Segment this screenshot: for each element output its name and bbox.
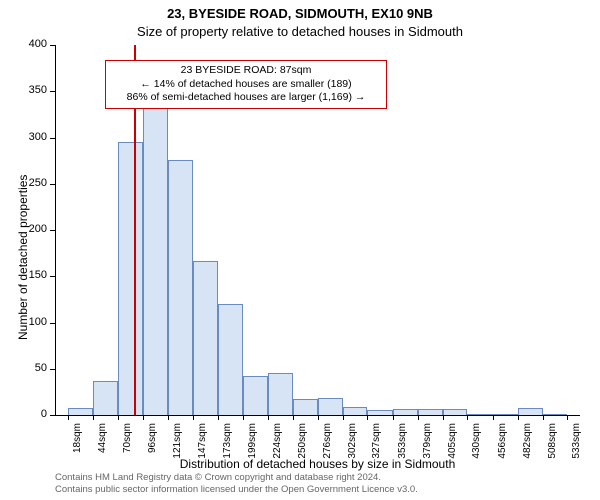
footer-line2: Contains public sector information licen… xyxy=(55,484,418,496)
y-tick-label: 150 xyxy=(17,269,47,281)
y-tick-label: 200 xyxy=(17,223,47,235)
footer-line1: Contains HM Land Registry data © Crown c… xyxy=(55,472,418,484)
histogram-bar xyxy=(268,373,293,415)
histogram-bar xyxy=(168,160,193,415)
annotation-line1: 23 BYESIDE ROAD: 87sqm xyxy=(112,64,380,78)
annotation-line2: ← 14% of detached houses are smaller (18… xyxy=(112,78,380,92)
histogram-plot: 05010015020025030035040018sqm44sqm70sqm9… xyxy=(55,45,580,415)
histogram-bar xyxy=(518,408,543,415)
x-axis-line xyxy=(55,415,580,416)
histogram-bar xyxy=(293,399,318,415)
x-axis-title: Distribution of detached houses by size … xyxy=(55,457,580,471)
y-tick-label: 400 xyxy=(17,38,47,50)
histogram-bar xyxy=(118,142,143,415)
histogram-bar xyxy=(68,408,93,415)
histogram-bar xyxy=(143,96,167,415)
histogram-bar xyxy=(218,304,243,415)
histogram-bar xyxy=(93,381,118,415)
y-tick-label: 0 xyxy=(17,408,47,420)
histogram-bar xyxy=(193,261,218,415)
annotation-line3: 86% of semi-detached houses are larger (… xyxy=(112,91,380,105)
annotation-box: 23 BYESIDE ROAD: 87sqm← 14% of detached … xyxy=(105,60,387,109)
histogram-bar xyxy=(343,407,367,415)
y-tick-label: 50 xyxy=(17,362,47,374)
page-title-desc: Size of property relative to detached ho… xyxy=(0,24,600,39)
histogram-bar xyxy=(243,376,267,415)
y-tick-label: 350 xyxy=(17,84,47,96)
page-title-address: 23, BYESIDE ROAD, SIDMOUTH, EX10 9NB xyxy=(0,6,600,21)
footer-attribution: Contains HM Land Registry data © Crown c… xyxy=(55,472,418,496)
y-tick-label: 250 xyxy=(17,177,47,189)
y-tick-label: 300 xyxy=(17,131,47,143)
histogram-bar xyxy=(318,398,343,415)
y-axis-line xyxy=(55,45,56,415)
y-tick-label: 100 xyxy=(17,316,47,328)
